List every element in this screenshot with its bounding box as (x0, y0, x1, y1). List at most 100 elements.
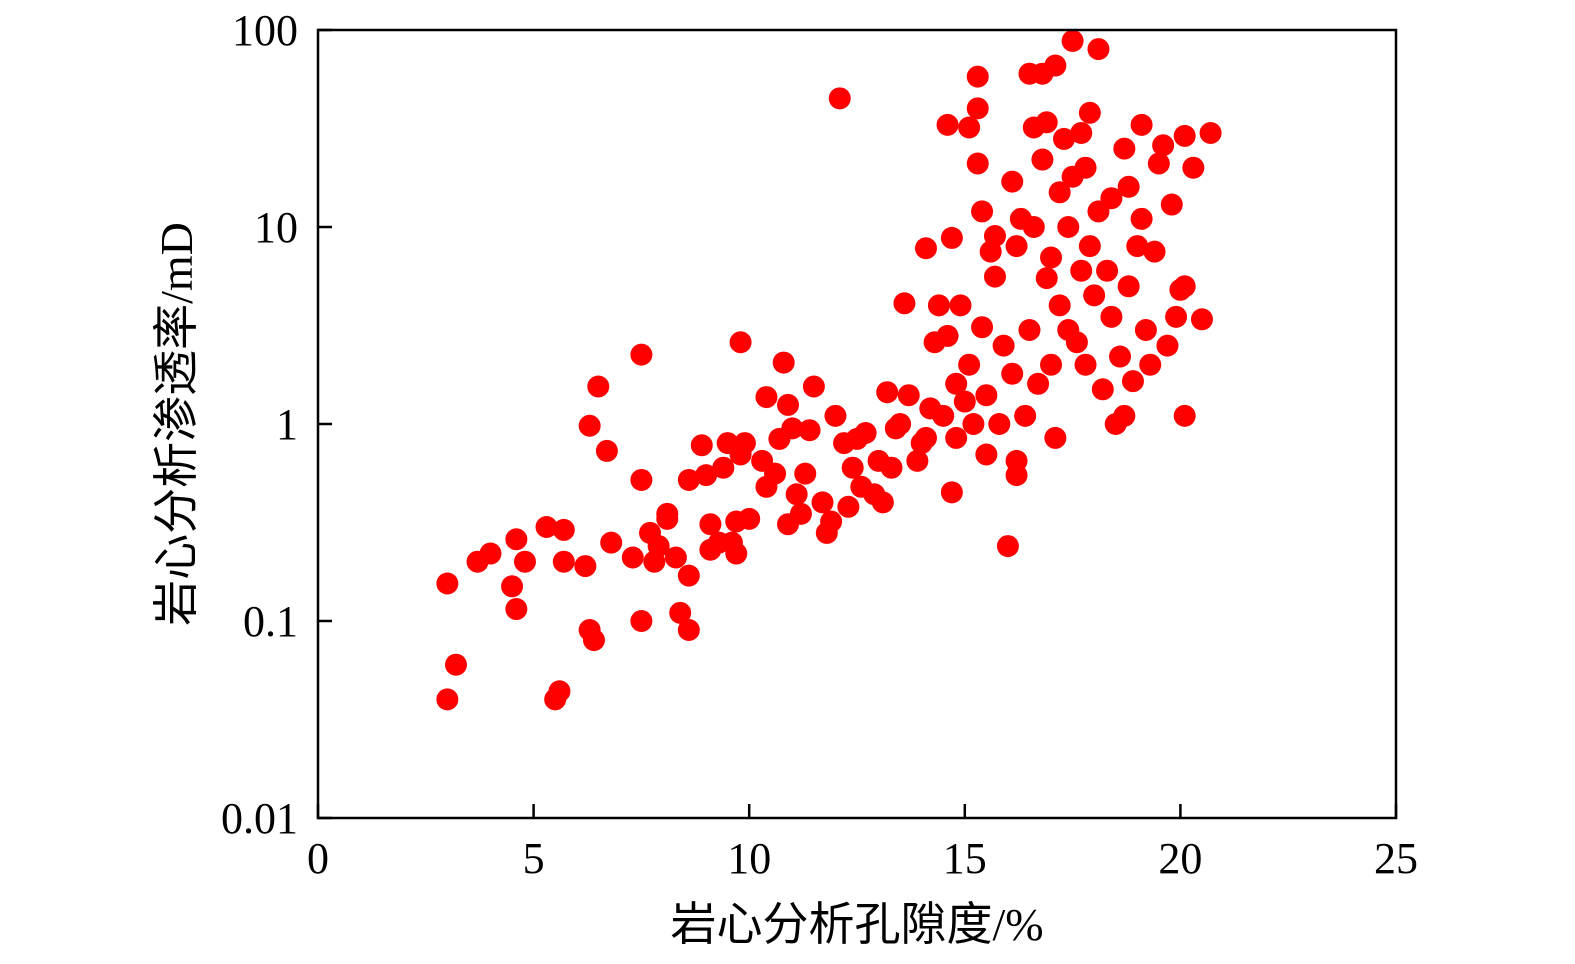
data-point (677, 619, 700, 642)
x-tick-label: 10 (727, 834, 771, 883)
data-point (1078, 101, 1101, 124)
data-point (630, 468, 653, 491)
data-point (725, 542, 748, 565)
data-point (945, 372, 968, 395)
data-point (436, 572, 459, 595)
data-point (975, 443, 998, 466)
ticks-layer: 0 5 10 15 20 25 0.01 0.1 1 10 100 (221, 6, 1418, 883)
data-point (1001, 362, 1024, 385)
data-point (1096, 259, 1119, 282)
data-point (1152, 134, 1175, 157)
data-point (1061, 29, 1084, 52)
data-point (789, 502, 812, 525)
data-point (988, 413, 1011, 435)
data-point (1031, 148, 1054, 171)
data-point (501, 575, 524, 598)
data-point (1156, 334, 1179, 357)
data-point (1091, 378, 1114, 401)
data-point (1143, 240, 1166, 263)
data-point (841, 456, 864, 479)
data-point (600, 531, 623, 554)
data-point (1199, 122, 1222, 145)
data-point (1173, 404, 1196, 427)
data-point (505, 528, 528, 551)
x-axis-label: 岩心分析孔隙度/% (670, 899, 1043, 950)
data-point (1014, 404, 1037, 427)
data-point (738, 507, 761, 530)
y-tick-label: 0.1 (243, 597, 298, 646)
data-point (1173, 275, 1196, 298)
data-point (677, 564, 700, 587)
data-point (927, 294, 950, 317)
data-point (1165, 305, 1188, 328)
data-point (595, 439, 618, 462)
data-point (971, 316, 994, 339)
data-point (781, 417, 804, 440)
data-point (975, 384, 998, 407)
data-point (1113, 137, 1136, 160)
data-point (535, 516, 558, 539)
data-point (966, 97, 989, 120)
data-point (621, 546, 644, 569)
plot-frame (316, 28, 1398, 820)
data-point (1048, 294, 1071, 317)
data-point (1130, 113, 1153, 136)
data-point (871, 491, 894, 514)
data-point (1005, 235, 1028, 258)
x-tick-label: 20 (1158, 834, 1202, 883)
data-point (1190, 308, 1213, 331)
x-tick-label: 0 (307, 834, 329, 883)
data-point (444, 653, 467, 676)
data-point (1044, 426, 1067, 449)
data-point (729, 331, 752, 354)
data-point (958, 353, 981, 376)
data-point (906, 449, 929, 472)
data-point (953, 390, 976, 413)
y-axis-label: 岩心分析渗透率/mD (151, 222, 202, 626)
data-point (1130, 207, 1153, 230)
data-point (798, 419, 821, 442)
data-point (1065, 331, 1088, 354)
data-point (1018, 319, 1041, 342)
data-point (656, 502, 679, 525)
data-point (1074, 156, 1097, 179)
x-tick-label: 25 (1374, 834, 1418, 883)
data-point (828, 87, 851, 110)
data-point (677, 468, 700, 491)
y-tick-label: 100 (232, 6, 298, 55)
data-point (755, 386, 778, 409)
data-point (479, 542, 502, 565)
data-point (630, 343, 653, 366)
y-tick-label: 1 (276, 400, 298, 449)
data-point (971, 200, 994, 223)
data-point (837, 495, 860, 518)
data-point (699, 513, 722, 536)
data-point (794, 462, 817, 485)
data-point (1035, 267, 1058, 290)
data-point (712, 456, 735, 479)
data-point (876, 381, 899, 404)
data-point (1134, 319, 1157, 342)
data-point (733, 432, 756, 455)
data-point (889, 413, 912, 435)
data-point (1070, 122, 1093, 145)
data-point (1109, 345, 1132, 368)
data-point (983, 265, 1006, 288)
y-tick-label: 10 (254, 203, 298, 252)
data-point (669, 601, 692, 624)
data-point (1087, 38, 1110, 61)
data-point (1074, 353, 1097, 376)
data-point (578, 414, 601, 437)
data-point (436, 688, 459, 711)
data-point (1005, 464, 1028, 487)
data-point (936, 113, 959, 136)
data-point (587, 375, 610, 398)
data-point (820, 510, 843, 533)
data-point (811, 491, 834, 514)
data-point (824, 404, 847, 427)
data-point (772, 351, 795, 374)
data-point (945, 426, 968, 449)
data-point (880, 456, 903, 479)
data-point (1117, 275, 1140, 298)
